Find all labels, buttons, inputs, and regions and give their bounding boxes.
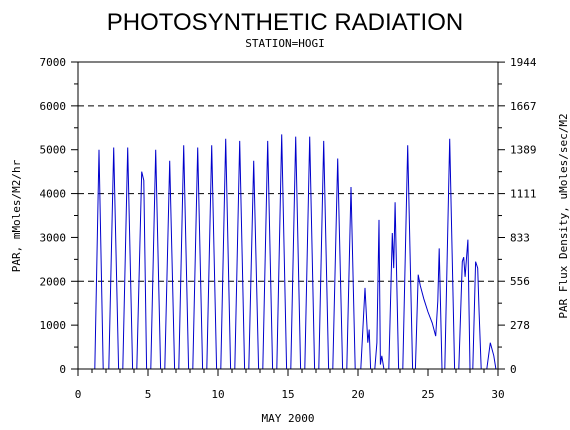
y-right-tick-label: 278 xyxy=(510,319,530,332)
dashed-gridlines xyxy=(78,105,498,282)
y-right-axis-ticks: 0 278 556 833 1111 1389 1667 1944 xyxy=(498,56,537,376)
y-left-tick-label: 7000 xyxy=(40,56,67,69)
y-right-tick-label: 1944 xyxy=(510,56,537,69)
y-left-tick-label: 6000 xyxy=(40,100,67,113)
y-left-tick-label: 2000 xyxy=(40,275,67,288)
x-tick-label: 25 xyxy=(421,388,434,401)
y-right-tick-label: 1389 xyxy=(510,144,537,157)
x-axis-label: MAY 2000 xyxy=(262,412,315,425)
par-series xyxy=(94,134,497,370)
y-left-tick-label: 3000 xyxy=(40,231,67,244)
par-series-line xyxy=(94,134,497,370)
y-left-axis-ticks: 0 1000 2000 3000 4000 5000 6000 7000 xyxy=(40,56,78,376)
y-right-tick-label: 833 xyxy=(510,231,530,244)
y-right-tick-label: 556 xyxy=(510,275,530,288)
y-right-tick-label: 1111 xyxy=(510,188,537,201)
chart-subtitle: STATION=HOGI xyxy=(245,37,324,50)
x-tick-label: 20 xyxy=(351,388,364,401)
x-tick-label: 30 xyxy=(491,388,504,401)
y-left-tick-label: 1000 xyxy=(40,319,67,332)
y-left-tick-label: 4000 xyxy=(40,188,67,201)
x-tick-label: 5 xyxy=(145,388,152,401)
y-left-tick-label: 5000 xyxy=(40,144,67,157)
y-left-axis-label: PAR, mMoles/M2/hr xyxy=(10,159,23,272)
y-left-tick-label: 0 xyxy=(59,363,66,376)
y-right-axis-label: PAR Flux Density, uMoles/sec/M2 xyxy=(557,113,570,318)
chart-title: PHOTOSYNTHETIC RADIATION xyxy=(107,9,463,36)
y-right-tick-label: 0 xyxy=(510,363,517,376)
x-tick-label: 10 xyxy=(211,388,224,401)
y-right-tick-label: 1667 xyxy=(510,100,537,113)
x-axis-ticks: 0 5 10 15 20 25 30 xyxy=(75,369,505,401)
x-tick-label: 0 xyxy=(75,388,82,401)
x-tick-label: 15 xyxy=(281,388,294,401)
